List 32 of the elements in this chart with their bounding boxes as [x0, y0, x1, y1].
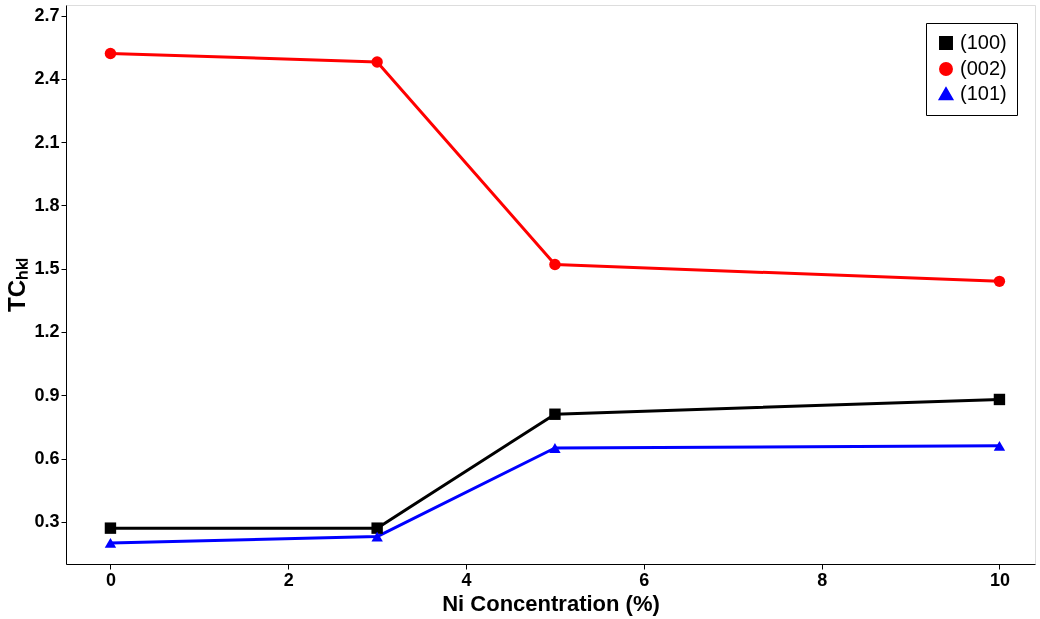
x-tick-label: 6 [639, 569, 650, 590]
x-tick-label: 4 [461, 569, 472, 590]
point [549, 408, 561, 420]
y-tick-label: 1.5 [34, 258, 60, 279]
point [104, 537, 117, 548]
legend-label: (100) [960, 31, 1007, 53]
point [993, 393, 1006, 406]
point [371, 531, 383, 542]
y-tick-label: 0.9 [34, 384, 60, 405]
y-tick-label: 2.4 [34, 68, 60, 89]
point [549, 443, 561, 453]
y-tick-label: 2.7 [34, 5, 60, 26]
point [104, 522, 117, 534]
x-tick-label: 2 [283, 569, 294, 590]
point [993, 440, 1006, 451]
point [371, 56, 383, 68]
x-tick-label: 8 [817, 569, 828, 590]
y-tick-label: 0.6 [34, 448, 60, 469]
point [549, 258, 561, 271]
point [104, 47, 117, 60]
y-tick-label: 1.2 [34, 321, 60, 342]
y-tick-label: 1.8 [34, 194, 60, 215]
y-axis-title: TCₕₖₗ [3, 258, 31, 312]
point [993, 275, 1006, 288]
y-tick-label: 2.1 [34, 131, 60, 152]
legend-label: (101) [960, 82, 1007, 104]
legend-label: (002) [960, 57, 1007, 79]
y-tick-label: 0.3 [34, 511, 60, 532]
x-tick-label: 10 [989, 569, 1010, 590]
x-axis-title: Ni Concentration (%) [442, 590, 660, 616]
point [371, 522, 383, 534]
x-tick-label: 0 [105, 569, 116, 590]
